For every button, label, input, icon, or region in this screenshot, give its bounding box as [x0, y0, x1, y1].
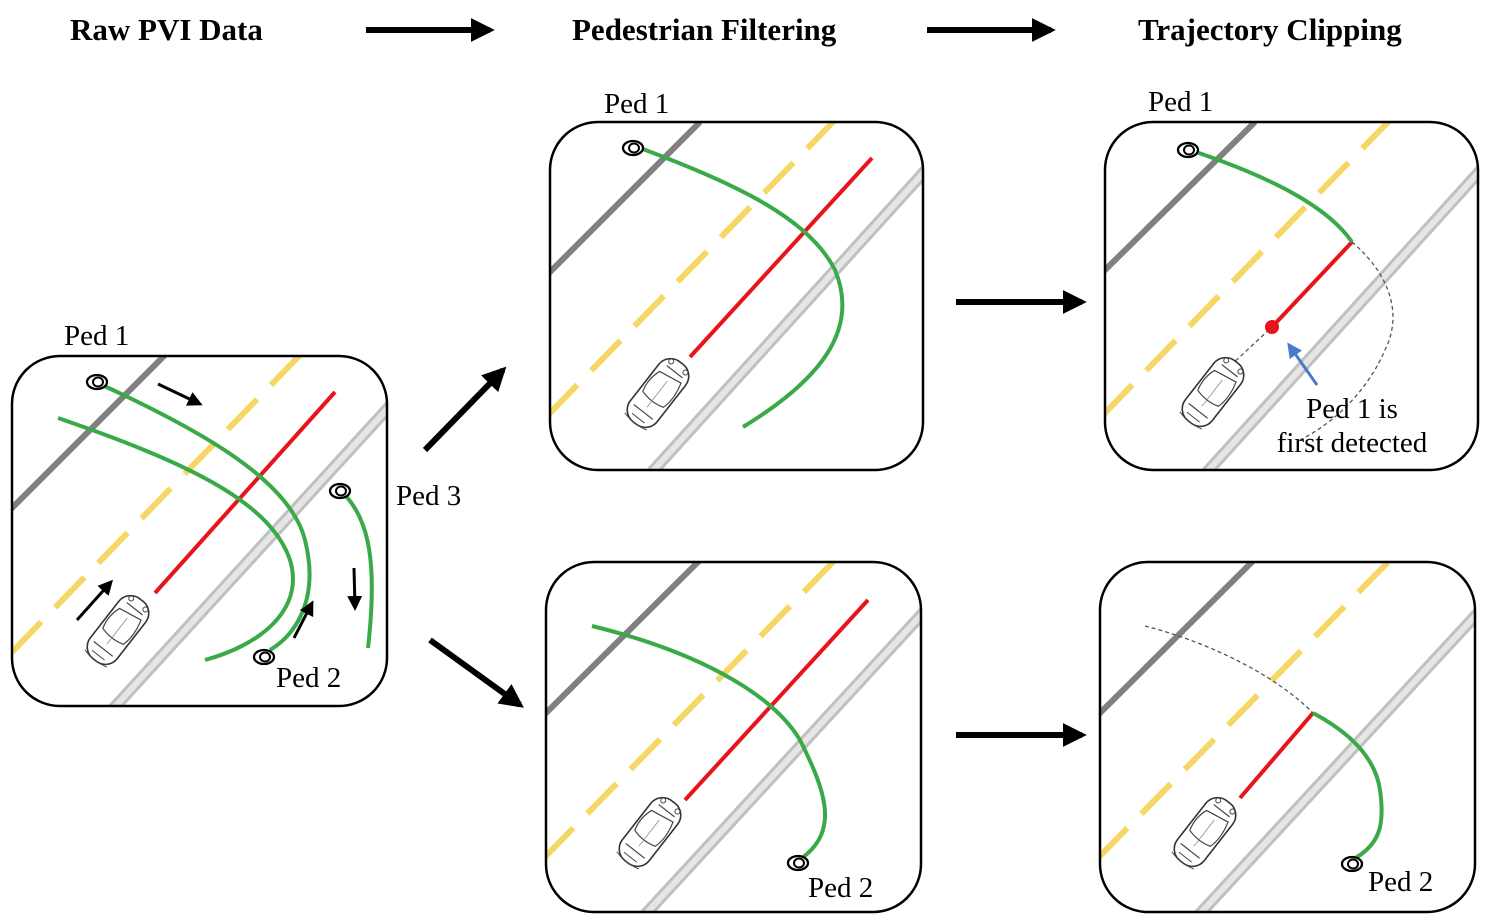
pedestrian-icon: [85, 373, 109, 391]
clip-top-detection-note: Ped 1 is first detected: [1252, 392, 1452, 460]
filter-bottom-panel: [546, 562, 921, 912]
direction-arrow-icon: [157, 382, 203, 406]
direction-arrow-icon: [75, 579, 114, 622]
detection-note-line2: first detected: [1276, 427, 1428, 460]
raw-ped2-label: Ped 2: [276, 662, 342, 694]
clip-bottom-panel: [1100, 562, 1475, 912]
clip-top-ped1-label: Ped 1: [1148, 86, 1214, 118]
filter-top-panel: [550, 122, 923, 470]
annotation-arrow-icon: [1287, 342, 1319, 386]
filter-bottom-ped2-label: Ped 2: [808, 872, 874, 904]
detection-point-marker: [1265, 320, 1279, 334]
direction-arrow-icon: [292, 600, 314, 639]
raw-ped3-label: Ped 3: [396, 480, 462, 512]
pedestrian-icon: [621, 139, 645, 157]
stage-title-clipping: Trajectory Clipping: [1138, 12, 1402, 47]
clip-bottom-ped2-label: Ped 2: [1368, 866, 1434, 898]
detection-note-line1: Ped 1 is: [1306, 393, 1398, 425]
clip-top-panel: [1105, 122, 1478, 470]
stage-title-raw: Raw PVI Data: [70, 12, 263, 47]
pedestrian-icon: [252, 648, 276, 666]
raw-ped1-label: Ped 1: [64, 320, 130, 352]
flow-arrow-icon: [422, 366, 507, 453]
stage-title-filtering: Pedestrian Filtering: [572, 12, 837, 47]
direction-arrow-icon: [347, 567, 363, 611]
filter-top-ped1-label: Ped 1: [604, 88, 670, 120]
pedestrian-icon: [1340, 855, 1364, 873]
pedestrian-icon: [1176, 141, 1200, 159]
flow-arrow-icon: [428, 637, 524, 708]
raw-panel: [12, 356, 387, 706]
pedestrian-icon: [786, 854, 810, 872]
pedestrian-icon: [328, 482, 352, 500]
